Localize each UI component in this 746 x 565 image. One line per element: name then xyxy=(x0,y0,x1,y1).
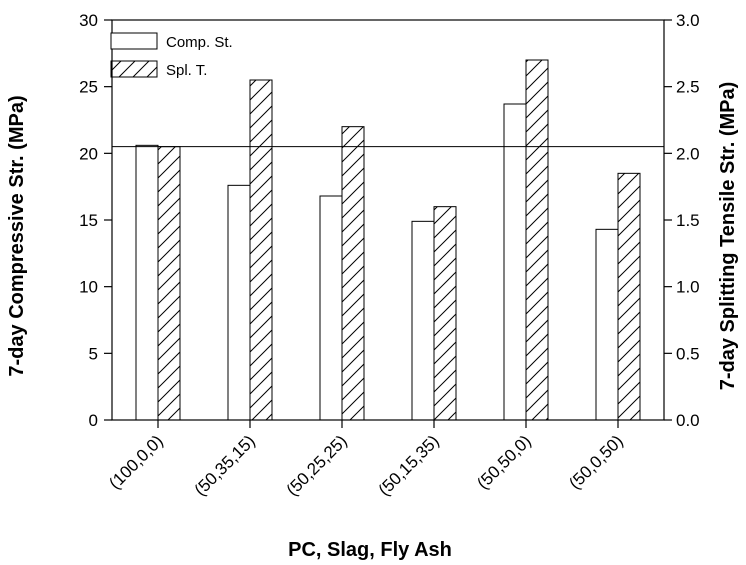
bar-comp-1 xyxy=(227,184,251,421)
bar-spl-2 xyxy=(341,126,365,421)
bar-comp-3 xyxy=(411,220,435,421)
y-right-tick-label: 1.5 xyxy=(676,211,700,230)
x-tick-label: (50,0,50) xyxy=(565,431,627,493)
legend-label-spl: Spl. T. xyxy=(166,62,207,79)
y-tick-label: 5 xyxy=(89,344,98,363)
y-right-tick-label: 1.0 xyxy=(676,278,700,297)
x-axis-title: PC, Slag, Fly Ash xyxy=(288,539,452,561)
y-axis-right-title: 7-day Splitting Tensile Str. (MPa) xyxy=(717,82,739,391)
y-tick-label: 15 xyxy=(79,211,98,230)
bar-spl-3 xyxy=(433,206,457,421)
plot-frame xyxy=(111,19,665,421)
legend-swatch-spl xyxy=(110,60,158,78)
x-tick-label: (100,0,0) xyxy=(105,431,167,493)
bars-layer xyxy=(135,59,641,421)
bar-comp-2 xyxy=(319,195,343,421)
right-axis: 0.0 0.5 1.0 1.5 2.0 2.5 3.0 xyxy=(664,11,700,430)
y-right-tick-label: 3.0 xyxy=(676,11,700,30)
x-tick-label: (50,15,35) xyxy=(375,431,443,499)
y-tick-label: 20 xyxy=(79,144,98,163)
y-right-tick-label: 2.5 xyxy=(676,78,700,97)
bar-comp-4 xyxy=(503,103,527,421)
bar-spl-4 xyxy=(525,59,549,421)
bar-comp-5 xyxy=(595,228,619,421)
x-axis: (100,0,0) (50,35,15) (50,25,25) (50,15,35) (… xyxy=(105,420,627,500)
y-tick-label: 30 xyxy=(79,11,98,30)
x-tick-label: (50,25,25) xyxy=(283,431,351,499)
y-tick-label: 25 xyxy=(79,78,98,97)
bar-spl-1 xyxy=(249,79,273,421)
y-axis-title: 7-day Compressive Str. (MPa) xyxy=(6,95,28,376)
x-tick-label: (50,35,15) xyxy=(191,431,259,499)
legend-label-comp: Comp. St. xyxy=(166,34,233,51)
legend-swatch-comp xyxy=(110,32,158,50)
y-right-tick-label: 2.0 xyxy=(676,144,700,163)
y-right-tick-label: 0.5 xyxy=(676,344,700,363)
left-axis: 0 5 10 15 20 25 30 xyxy=(79,11,112,430)
y-tick-label: 10 xyxy=(79,278,98,297)
legend: Comp. St. Spl. T. xyxy=(110,32,233,79)
bar-spl-5 xyxy=(617,172,641,421)
x-tick-label: (50,50,0) xyxy=(473,431,535,493)
bar-spl-0 xyxy=(157,146,181,421)
y-tick-label: 0 xyxy=(89,411,98,430)
y-right-tick-label: 0.0 xyxy=(676,411,700,430)
bar-comp-0 xyxy=(135,144,159,421)
